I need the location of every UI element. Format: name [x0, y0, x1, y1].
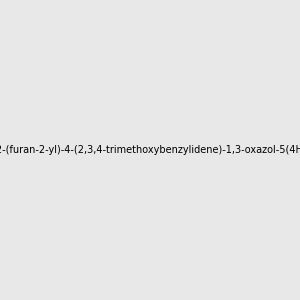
Text: (4Z)-2-(furan-2-yl)-4-(2,3,4-trimethoxybenzylidene)-1,3-oxazol-5(4H)-one: (4Z)-2-(furan-2-yl)-4-(2,3,4-trimethoxyb… — [0, 145, 300, 155]
